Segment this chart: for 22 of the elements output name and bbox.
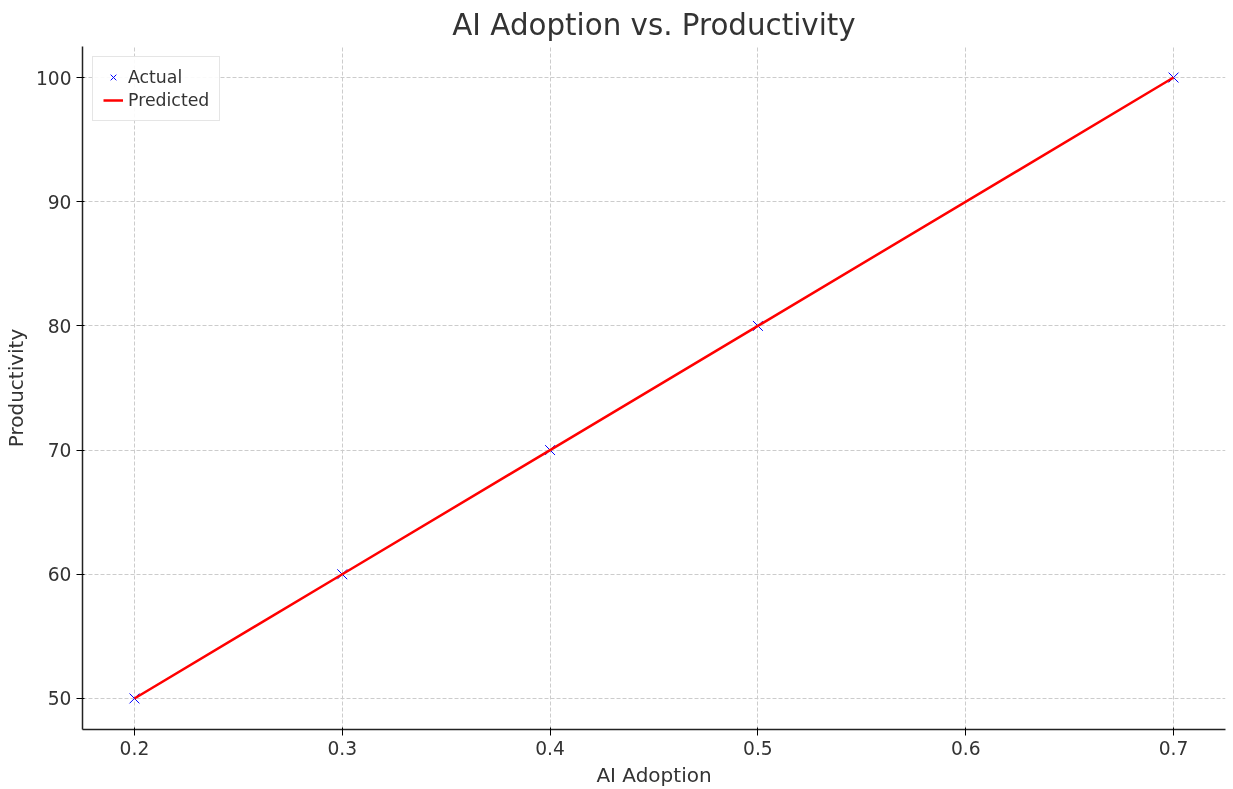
x-axis-title: AI Adoption xyxy=(596,762,712,787)
x-tick-label: 0.6 xyxy=(950,737,981,759)
x-tick-label: 0.5 xyxy=(743,737,773,759)
legend-label: Actual xyxy=(128,67,183,87)
chart-title: AI Adoption vs. Productivity xyxy=(452,7,856,42)
point xyxy=(544,444,556,456)
x-tick-label: 0.2 xyxy=(119,737,150,759)
y-tick-label: 50 xyxy=(47,688,72,710)
y-tick-label: 100 xyxy=(35,67,72,89)
x-tick-label: 0.4 xyxy=(535,737,565,759)
point xyxy=(1168,72,1179,83)
y-axis-title: Productivity xyxy=(3,328,28,448)
point xyxy=(336,568,348,580)
y-tick-label: 60 xyxy=(47,564,72,586)
y-tick-label: 70 xyxy=(47,440,72,462)
point xyxy=(129,693,140,704)
point xyxy=(752,320,764,332)
y-tick-label: 90 xyxy=(47,191,72,213)
y-tick-label: 80 xyxy=(47,315,72,337)
x-tick-label: 0.3 xyxy=(327,737,358,759)
x-tick-label: 0.7 xyxy=(1158,737,1189,759)
legend-label: Predicted xyxy=(128,90,210,110)
